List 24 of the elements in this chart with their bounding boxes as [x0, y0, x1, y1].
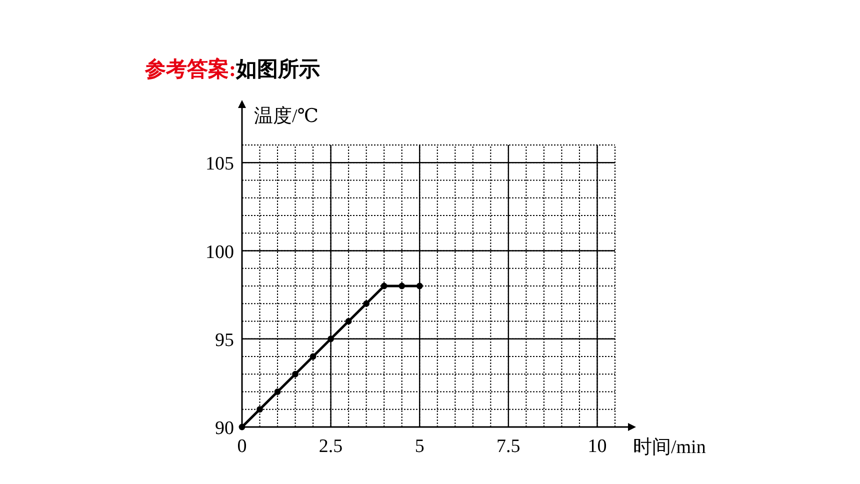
y-tick-label: 90 — [215, 418, 234, 439]
chart-title: 参考答案: — [144, 57, 236, 81]
point — [380, 282, 388, 290]
point — [416, 282, 423, 290]
x-tick-label: 2.5 — [318, 436, 343, 457]
point — [398, 282, 406, 290]
y-tick-label: 105 — [206, 154, 234, 175]
point — [238, 424, 246, 430]
point — [328, 336, 334, 342]
x-tick-label: 7.5 — [496, 436, 520, 457]
y-tick-label: 100 — [206, 242, 234, 263]
chart-subtitle: 如图所示 — [235, 57, 320, 81]
x-tick-label: 0 — [237, 436, 247, 457]
y-axis-title: 温度/℃ — [254, 105, 319, 127]
y-tick-label: 95 — [215, 330, 234, 351]
point — [256, 406, 263, 413]
x-tick-label: 5 — [414, 436, 424, 457]
x-axis-title: 时间/min — [633, 437, 706, 458]
point — [274, 388, 281, 395]
point — [345, 318, 352, 324]
x-tick-label: 10 — [588, 436, 607, 457]
point — [363, 300, 370, 307]
point — [310, 353, 316, 360]
point — [292, 370, 298, 378]
